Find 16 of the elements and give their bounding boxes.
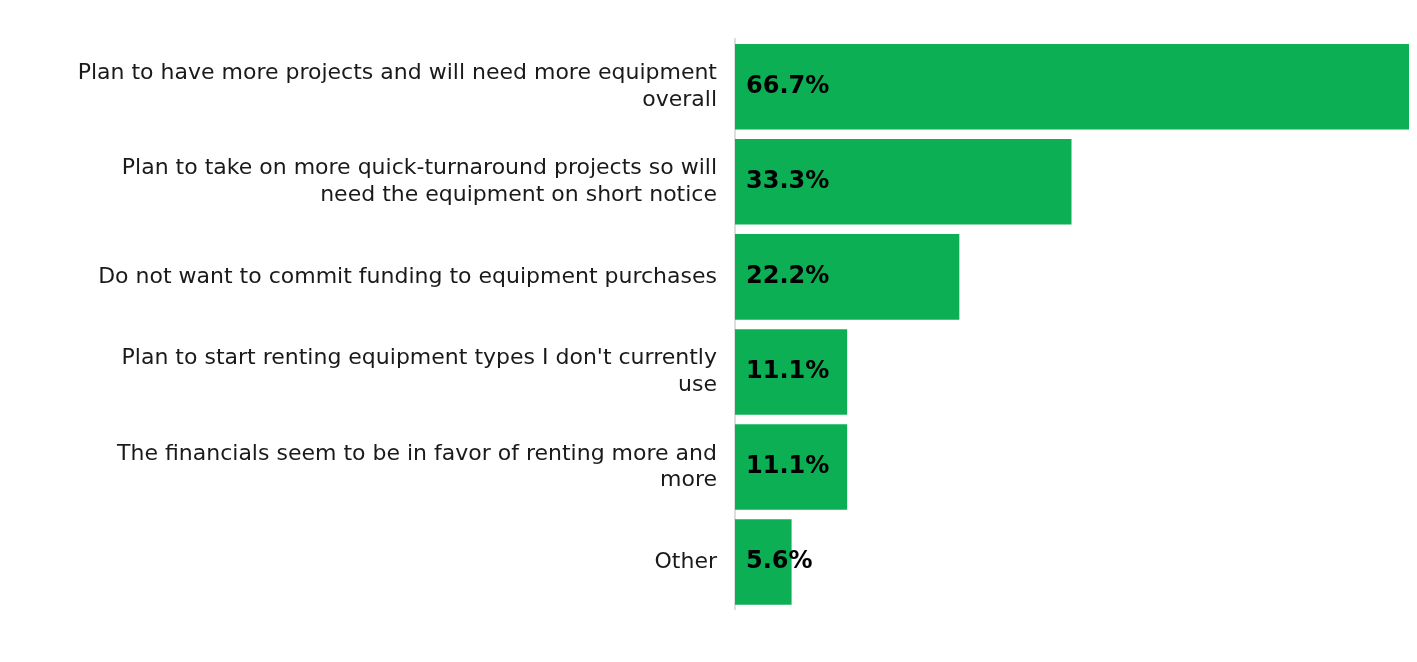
data-label: 11.1% xyxy=(746,451,830,480)
y-tick-label: The financials seem to be in favor of renting more and more xyxy=(116,439,717,491)
bar xyxy=(735,234,960,320)
data-label: 22.2% xyxy=(746,261,830,290)
bar xyxy=(735,329,848,415)
bar xyxy=(735,424,848,510)
y-tick-label: Plan to have more projects and will need more equipment overall xyxy=(77,59,718,111)
bar xyxy=(735,139,1072,225)
bar xyxy=(735,43,1409,130)
y-tick-label: Do not want to commit funding to equipment purchases xyxy=(98,262,717,288)
y-tick-label: Other xyxy=(654,547,718,573)
data-label: 66.7% xyxy=(746,70,830,99)
data-label: 11.1% xyxy=(746,356,830,385)
y-tick-label: Plan to start renting equipment types I don't currently use xyxy=(121,344,717,396)
y-tick-label: Plan to take on more quick-turnaround projects so will need the equipment on short notice xyxy=(121,154,717,206)
data-label: 33.3% xyxy=(746,166,830,195)
